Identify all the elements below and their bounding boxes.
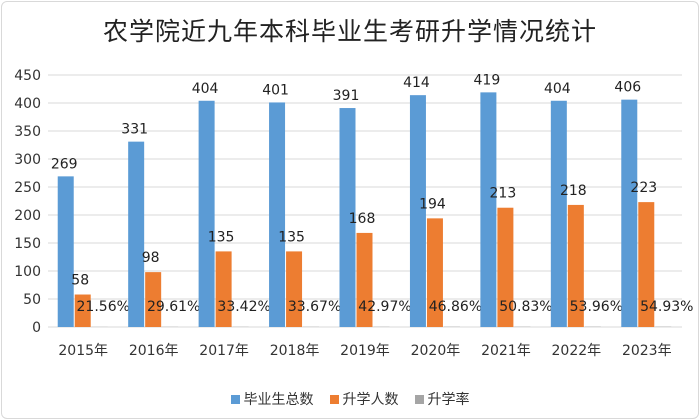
y-tick-label: 450 [14, 68, 41, 84]
bar-graduates [269, 102, 286, 327]
data-label-enrolled: 58 [71, 273, 89, 289]
y-tick-label: 250 [14, 180, 41, 196]
y-tick-label: 0 [32, 320, 41, 336]
bar-graduates [198, 100, 215, 327]
bar-enrolled [286, 251, 303, 327]
bar-graduates [480, 92, 497, 327]
data-label-graduates: 404 [544, 81, 571, 97]
data-label-enrolled: 168 [349, 211, 376, 227]
data-label-rate: 42.97% [358, 299, 411, 315]
x-tick-label: 2015年 [58, 343, 108, 359]
data-label-graduates: 269 [51, 156, 78, 172]
legend-label-enrolled: 升学人数 [342, 392, 399, 408]
y-tick-label: 100 [14, 264, 41, 280]
data-label-enrolled: 223 [630, 180, 657, 196]
data-label-graduates: 414 [403, 75, 430, 91]
legend-swatch-enrolled [329, 394, 339, 404]
bar-enrolled [215, 251, 232, 327]
legend-swatch-graduates [230, 394, 240, 404]
bar-graduates [550, 100, 567, 327]
bar-graduates [57, 176, 74, 327]
bar-graduates [409, 95, 426, 327]
data-label-enrolled: 98 [142, 250, 160, 266]
chart-title: 农学院近九年本科毕业生考研升学情况统计 [102, 17, 597, 46]
legend-label-rate: 升学率 [427, 392, 470, 408]
x-tick-label: 2019年 [340, 343, 390, 359]
data-label-graduates: 401 [262, 82, 289, 98]
legend-item-enrolled: 升学人数 [329, 389, 399, 409]
bar-enrolled [426, 218, 443, 327]
data-label-rate: 46.86% [429, 299, 482, 315]
bar-graduates [621, 99, 638, 327]
legend-item-rate: 升学率 [414, 389, 470, 409]
bar-enrolled [497, 207, 514, 327]
x-tick-label: 2021年 [481, 343, 531, 359]
data-label-rate: 33.67% [288, 299, 341, 315]
data-label-graduates: 406 [614, 80, 641, 96]
legend-swatch-rate [414, 394, 424, 404]
bar-enrolled [638, 202, 655, 327]
bar-enrolled [356, 232, 373, 327]
data-label-enrolled: 218 [560, 183, 587, 199]
x-tick-label: 2022年 [552, 343, 602, 359]
y-tick-label: 300 [14, 152, 41, 168]
x-tick-label: 2016年 [129, 343, 179, 359]
y-tick-label: 200 [14, 208, 41, 224]
data-label-graduates: 331 [121, 122, 148, 138]
x-tick-label: 2020年 [411, 343, 461, 359]
bar-enrolled [567, 204, 584, 327]
data-label-rate: 21.56% [77, 299, 130, 315]
x-tick-label: 2017年 [199, 343, 249, 359]
legend-label-graduates: 毕业生总数 [243, 392, 314, 408]
y-tick-label: 400 [14, 96, 41, 112]
data-label-enrolled: 135 [278, 229, 305, 245]
legend: 毕业生总数 升学人数 升学率 [0, 389, 700, 409]
bar-enrolled [74, 294, 91, 327]
bar-graduates [339, 108, 356, 327]
bar-enrolled [145, 272, 162, 327]
data-label-rate: 54.93% [640, 299, 693, 315]
x-tick-label: 2018年 [270, 343, 320, 359]
x-tick-label: 2023年 [622, 343, 672, 359]
data-label-rate: 50.83% [499, 299, 552, 315]
data-label-enrolled: 135 [208, 229, 235, 245]
y-tick-label: 150 [14, 236, 41, 252]
data-label-rate: 29.61% [147, 299, 200, 315]
y-tick-label: 350 [14, 124, 41, 140]
data-label-enrolled: 194 [419, 196, 446, 212]
bar-graduates [128, 141, 145, 327]
data-label-enrolled: 213 [490, 186, 517, 202]
data-label-rate: 53.96% [570, 299, 623, 315]
data-label-rate: 33.42% [217, 299, 270, 315]
data-label-graduates: 404 [192, 81, 219, 97]
legend-item-graduates: 毕业生总数 [230, 389, 314, 409]
data-label-graduates: 391 [333, 88, 360, 104]
data-label-graduates: 419 [474, 72, 501, 88]
y-tick-label: 50 [23, 292, 41, 308]
